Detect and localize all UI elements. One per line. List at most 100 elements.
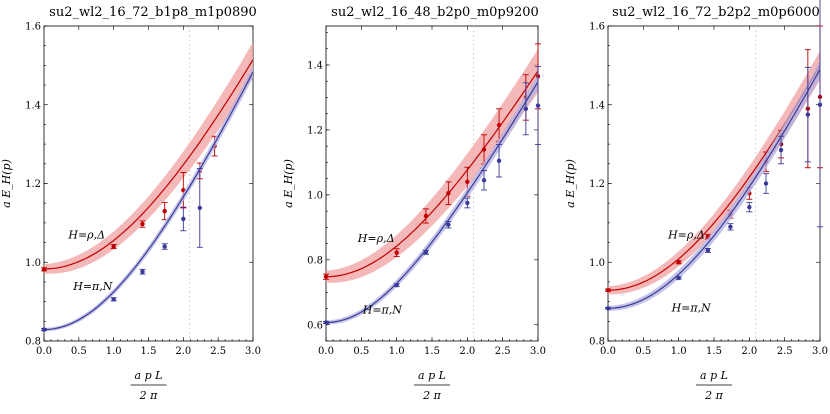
- fit-curve-2: [43, 71, 254, 331]
- x-tick-label: 2.5: [495, 346, 511, 357]
- chart-panel-3: su2_wl2_16_72_b2p2_m0p6000 0.0 0.5 1.0 1.5 2.…: [564, 0, 828, 402]
- chart-panel-2: su2_wl2_16_48_b2p0_m0p9200 0.0 0.5 1.0 1.5 2.…: [282, 5, 546, 402]
- y-tick-label: 0.8: [307, 255, 323, 266]
- data-point: [481, 147, 487, 152]
- x-tick-label: 2.0: [175, 346, 191, 357]
- data-point: [763, 181, 769, 186]
- data-point: [778, 147, 784, 153]
- data-point: [394, 250, 399, 255]
- data-point: [323, 320, 329, 325]
- y-tick-label: 1.6: [589, 22, 605, 33]
- data-point: [805, 112, 811, 117]
- x-tick-label: 0.0: [318, 346, 334, 357]
- fit-band-1: [326, 49, 538, 283]
- y-tick-label: 1.0: [25, 258, 41, 269]
- x-tick-label: 2.0: [459, 346, 475, 357]
- x-tick-label: 0.0: [36, 346, 52, 357]
- x-tick-label: 0.0: [600, 346, 616, 357]
- data-point: [817, 102, 823, 107]
- series-annotation: H=π,N: [72, 280, 113, 293]
- y-axis-label: a E_H(p): [564, 159, 577, 208]
- y-tick-label: 1.6: [25, 22, 41, 33]
- fit-curve-2: [325, 81, 539, 324]
- data-point: [423, 250, 429, 255]
- series-annotation: H=π,N: [362, 303, 403, 316]
- data-point: [140, 221, 145, 227]
- plot-frame: [325, 25, 539, 342]
- x-axis-label-denominator: 2 π: [422, 389, 441, 402]
- y-tick-label: 1.2: [589, 179, 605, 190]
- data-point: [323, 274, 329, 279]
- x-tick-label: 3.0: [812, 346, 828, 357]
- chart-title: su2_wl2_16_48_b2p0_m0p9200: [331, 5, 539, 20]
- y-axis-label: a E_H(p): [0, 159, 13, 208]
- data-point: [523, 106, 529, 112]
- x-tick-label: 1.0: [671, 346, 687, 357]
- x-tick-label: 3.0: [530, 346, 546, 357]
- chart-panel-1: su2_wl2_16_72_b1p8_m1p0890 0.0 0.5 1.0 1.5 2.…: [0, 5, 261, 402]
- fit-band-1: [608, 50, 820, 295]
- y-tick-label: 1.4: [589, 100, 605, 111]
- y-tick-label: 1.0: [307, 190, 323, 201]
- x-tick-label: 1.5: [141, 346, 157, 357]
- plot-frame: [43, 25, 254, 342]
- fit-curve-2: [607, 69, 821, 309]
- y-tick-label: 0.8: [589, 337, 605, 348]
- data-point: [496, 122, 502, 128]
- data-point: [446, 222, 451, 227]
- data-point: [111, 297, 116, 302]
- y-tick-label: 0.8: [25, 337, 41, 348]
- x-tick-label: 1.5: [706, 346, 722, 357]
- x-axis-label-denominator: 2 π: [139, 389, 158, 402]
- chart-title: su2_wl2_16_72_b1p8_m1p0890: [49, 5, 257, 20]
- series-annotation: H=π,N: [671, 301, 712, 314]
- x-tick-label: 0.5: [635, 346, 651, 357]
- x-tick-label: 1.5: [424, 346, 440, 357]
- x-tick-label: 0.5: [353, 346, 369, 357]
- data-point: [111, 244, 116, 249]
- data-point: [423, 213, 429, 219]
- data-point: [496, 158, 502, 163]
- data-point: [181, 216, 186, 222]
- data-point: [747, 204, 752, 210]
- fit-curve-1: [44, 59, 254, 270]
- y-tick-label: 1.4: [25, 100, 41, 111]
- y-tick-label: 1.2: [307, 125, 323, 136]
- fit-curve-1: [325, 70, 539, 278]
- fit-curve-1: [607, 65, 821, 291]
- y-tick-label: 1.0: [589, 258, 605, 269]
- x-axis-label-numerator: a p L: [700, 369, 728, 382]
- data-point: [162, 208, 167, 214]
- data-point: [394, 282, 399, 288]
- data-point: [162, 244, 167, 249]
- data-point: [446, 191, 451, 196]
- y-tick-label: 1.4: [307, 60, 323, 71]
- x-tick-label: 2.0: [741, 346, 757, 357]
- data-point: [605, 288, 611, 293]
- data-point: [676, 275, 681, 281]
- data-point: [535, 103, 541, 108]
- data-point: [465, 179, 470, 185]
- y-tick-label: 0.6: [307, 320, 323, 331]
- data-point: [481, 178, 487, 183]
- series-annotation: H=ρ,Δ: [357, 232, 395, 245]
- x-axis-label-denominator: 2 π: [704, 389, 723, 402]
- y-tick-label: 1.2: [25, 179, 41, 190]
- data-point: [605, 306, 611, 311]
- data-point: [140, 269, 145, 274]
- x-axis-label-numerator: a p L: [135, 369, 163, 382]
- x-tick-label: 1.0: [106, 346, 122, 357]
- y-axis-label: a E_H(p): [282, 159, 295, 208]
- fit-band-2: [608, 60, 820, 311]
- data-point: [465, 200, 470, 206]
- data-point: [676, 260, 681, 265]
- chart-title: su2_wl2_16_72_b2p2_m0p6000: [612, 5, 820, 20]
- data-point: [705, 248, 711, 253]
- data-point: [41, 327, 47, 332]
- x-tick-label: 2.5: [210, 346, 226, 357]
- x-tick-label: 2.5: [777, 346, 793, 357]
- series-annotation: H=ρ,Δ: [667, 229, 705, 242]
- data-point: [41, 267, 47, 272]
- x-tick-label: 0.5: [71, 346, 87, 357]
